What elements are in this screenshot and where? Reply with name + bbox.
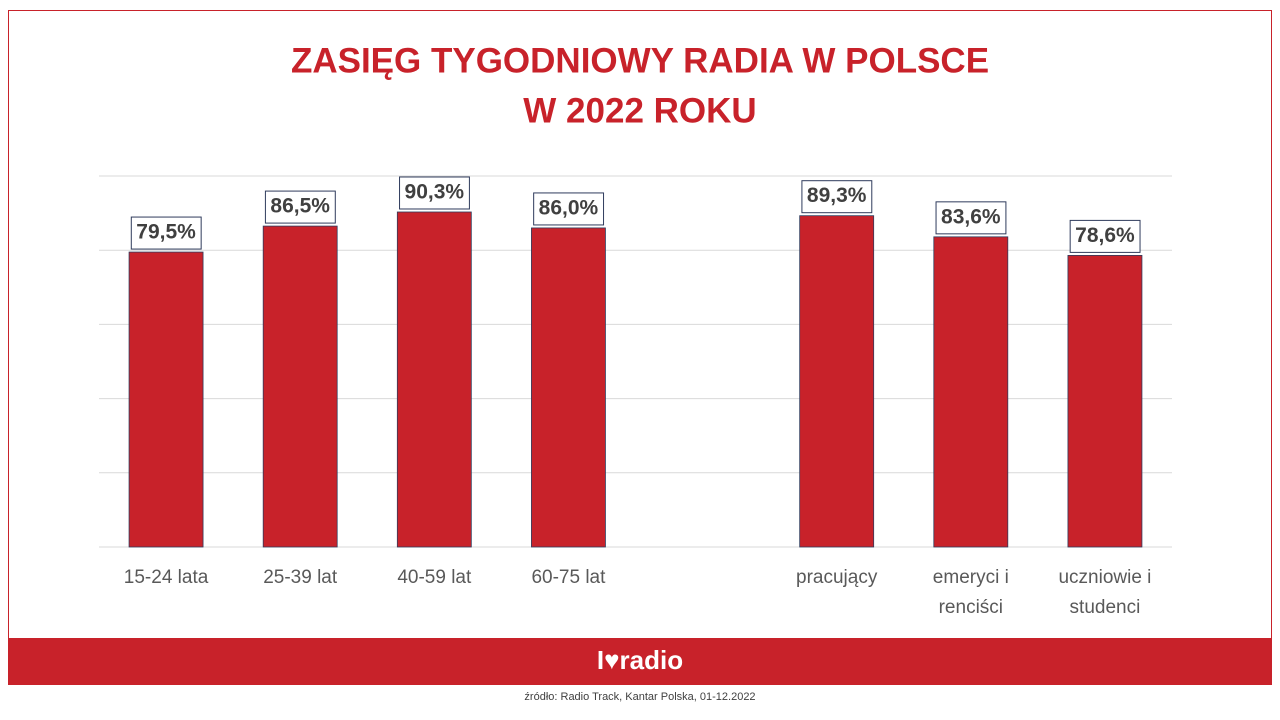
chart-title: ZASIĘG TYGODNIOWY RADIA W POLSCE: [291, 41, 989, 80]
bar: [799, 215, 875, 548]
bar: [933, 236, 1009, 548]
bar: [1067, 254, 1143, 548]
x-tick-label: pracujący: [796, 567, 878, 588]
bar: [262, 225, 338, 548]
value-label: 90,3%: [405, 181, 465, 204]
x-tick-label: 15-24 lata: [123, 567, 209, 588]
value-label: 83,6%: [941, 205, 1001, 228]
value-label-box: [935, 201, 1007, 235]
value-label-box: [130, 216, 202, 250]
bar: [128, 251, 204, 548]
bar: [531, 227, 606, 548]
x-tick-label: uczniowie i studenci: [1058, 567, 1152, 618]
value-label-box: [399, 176, 470, 210]
value-label-box: [1069, 219, 1141, 253]
bar: [396, 211, 472, 548]
footer-band: [8, 638, 1272, 684]
value-label: 89,3%: [807, 184, 867, 207]
x-tick-label: 60-75 lat: [531, 567, 606, 588]
x-tick-label: 40-59 lat: [397, 567, 472, 588]
source: źródło: Radio Track, Kantar Polska, 01-1…: [524, 691, 755, 703]
value-label-box: [801, 180, 873, 214]
value-label: 79,5%: [136, 221, 196, 244]
x-tick-label: 25-39 lat: [263, 567, 338, 588]
logo: I♥radio: [597, 645, 683, 675]
value-label: 86,5%: [270, 195, 330, 218]
value-label: 78,6%: [1075, 224, 1135, 247]
value-label: 86,0%: [539, 196, 599, 219]
x-tick-label: emeryci i renciści: [932, 567, 1009, 618]
value-label-box: [264, 190, 336, 224]
chart-title: W 2022 ROKU: [523, 91, 756, 130]
value-label-box: [533, 192, 605, 226]
frame: [8, 10, 1272, 685]
